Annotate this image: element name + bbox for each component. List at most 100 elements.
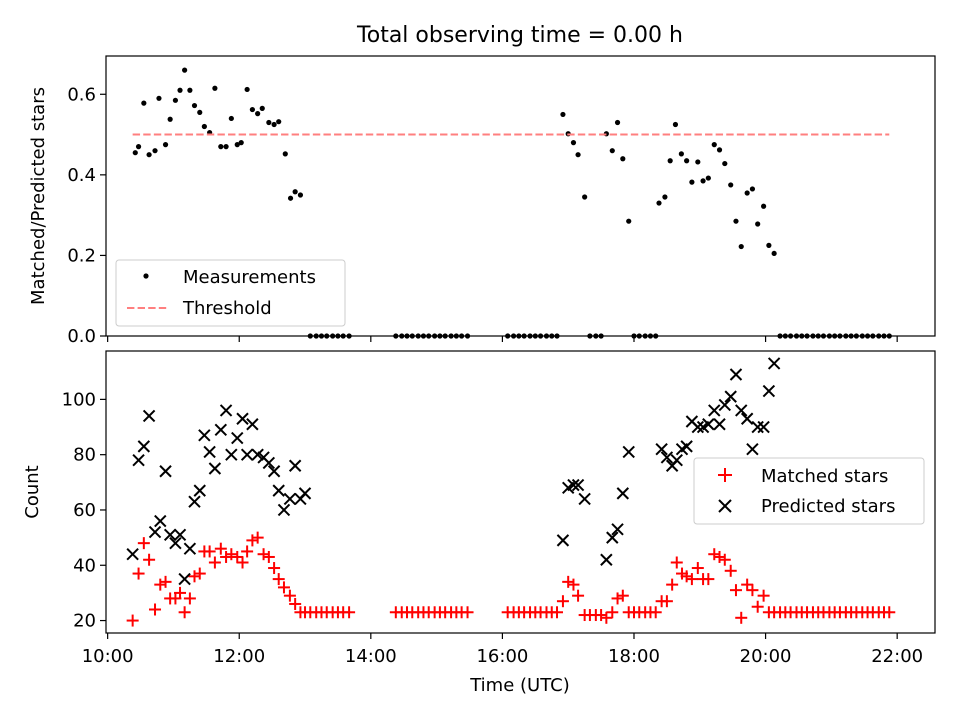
legend-label-matched: Matched stars <box>761 466 888 487</box>
predicted-star-point <box>298 487 312 500</box>
matched-star-point <box>251 531 264 544</box>
matched-star-point <box>149 603 162 616</box>
measurement-point <box>656 200 662 206</box>
predicted-star-point <box>740 412 754 425</box>
measurement-point <box>722 160 728 167</box>
measurement-point <box>738 243 744 250</box>
predicted-star-point <box>622 445 635 459</box>
counts-x-tick-label: 18:00 <box>608 646 660 667</box>
measurement-point <box>197 109 203 116</box>
counts-y-tick-label: 80 <box>73 445 96 466</box>
predicted-star-point <box>571 478 585 492</box>
measurement-point <box>266 119 272 126</box>
measurement-point <box>234 142 240 148</box>
ratio-legend: Measurements Threshold <box>115 259 346 327</box>
measurement-point <box>212 85 218 91</box>
measurement-point <box>771 250 777 257</box>
matched-star-point <box>241 545 254 558</box>
predicted-star-point <box>236 412 249 425</box>
matched-star-point <box>178 606 191 619</box>
matched-star-point <box>262 550 275 563</box>
matched-star-point <box>268 562 281 575</box>
measurement-point <box>733 218 739 224</box>
predicted-star-point <box>277 503 291 517</box>
matched-star-point <box>183 592 196 605</box>
predicted-star-point <box>246 418 259 431</box>
measurement-point <box>135 144 142 150</box>
predicted-star-point <box>283 492 297 506</box>
measurement-point <box>662 194 668 200</box>
predicted-star-point <box>691 420 705 434</box>
predicted-star-point <box>272 484 285 497</box>
predicted-star-point <box>767 357 781 370</box>
measurement-point <box>755 221 761 227</box>
matched-star-point <box>343 606 356 619</box>
measurement-point <box>749 186 756 192</box>
measurement-point <box>287 195 294 201</box>
measurement-point <box>695 159 701 165</box>
predicted-star-point <box>702 418 715 431</box>
measurement-point <box>238 140 244 146</box>
matched-star-point <box>572 589 585 602</box>
legend-label-threshold: Threshold <box>182 298 272 319</box>
predicted-star-point <box>616 487 630 500</box>
predicted-star-point <box>267 465 281 478</box>
predicted-star-point <box>142 409 156 423</box>
measurement-point <box>560 111 566 118</box>
measurement-point <box>292 189 298 195</box>
matched-star-point <box>724 564 737 577</box>
legend-marker-matched <box>718 468 732 482</box>
matched-star-point <box>883 606 896 619</box>
matched-star-point <box>685 573 698 586</box>
matched-star-point <box>616 589 629 602</box>
matched-star-point <box>277 581 290 594</box>
predicted-star-point <box>163 528 177 542</box>
predicted-star-point <box>231 431 244 445</box>
predicted-star-point <box>655 442 668 456</box>
matched-star-point <box>567 578 580 591</box>
predicted-star-point <box>670 453 683 467</box>
measurement-point <box>582 194 588 200</box>
matched-star-point <box>154 578 167 591</box>
counts-y-tick-label: 20 <box>73 611 96 632</box>
measurement-point <box>276 119 282 125</box>
matched-star-point <box>203 545 216 558</box>
counts-x-axis: 10:00 12:00 14:00 16:00 18:00 20:00 22:00 <box>82 633 923 667</box>
measurement-point <box>711 142 717 148</box>
measurement-point <box>146 152 152 158</box>
matched-star-point <box>159 575 172 588</box>
matched-star-point <box>746 584 759 597</box>
measurement-point <box>228 115 234 122</box>
chart-title: Total observing time = 0.00 h <box>356 23 683 48</box>
matched-star-point <box>680 570 693 583</box>
predicted-star-point <box>600 553 613 566</box>
counts-panel: 20 40 60 80 100 10:00 12:00 14:00 16:00 18:00 20:… <box>22 350 936 696</box>
matched-star-point <box>670 556 683 569</box>
predicted-star-point <box>708 404 721 417</box>
predicted-star-point <box>724 390 737 403</box>
matched-star-point <box>461 606 474 619</box>
legend-label-measurements: Measurements <box>183 267 316 288</box>
measurement-point <box>766 242 772 248</box>
counts-x-tick-label: 20:00 <box>740 646 792 667</box>
counts-x-tick-label: 12:00 <box>213 646 265 667</box>
predicted-star-point <box>203 445 216 459</box>
measurement-point <box>191 102 198 109</box>
matched-star-point <box>225 548 238 561</box>
ratio-y-tick-label: 0.2 <box>67 245 96 266</box>
predicted-star-point <box>208 462 222 475</box>
ratio-y-tick-label: 0.0 <box>67 326 96 347</box>
legend-marker-predicted <box>718 499 732 513</box>
measurement-point <box>672 121 679 128</box>
predicted-star-point <box>757 420 770 434</box>
predicted-star-point <box>198 429 211 442</box>
matched-star-point <box>751 600 764 613</box>
matched-star-point <box>702 573 715 586</box>
measurement-point <box>172 97 179 103</box>
matched-star-point <box>713 550 726 563</box>
predicted-star-point <box>178 572 191 586</box>
measurement-point <box>716 147 723 153</box>
legend-marker-measurements <box>143 273 149 279</box>
matched-star-point <box>556 595 569 608</box>
measurement-point <box>728 182 734 188</box>
